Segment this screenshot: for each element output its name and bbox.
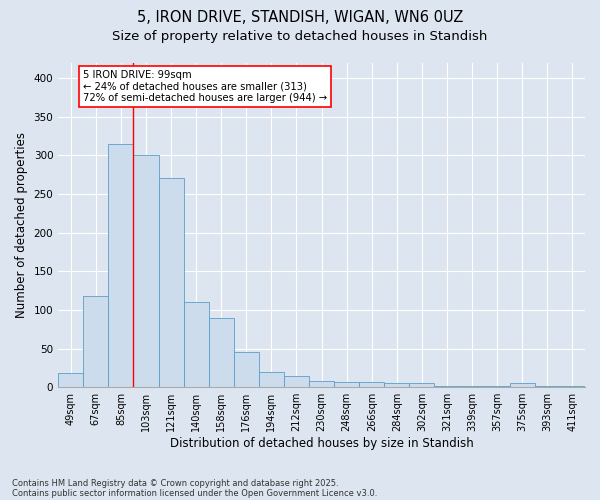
Bar bbox=[485, 386, 510, 387]
Bar bbox=[510, 384, 535, 387]
Bar bbox=[409, 384, 434, 387]
Bar bbox=[535, 386, 560, 387]
Bar bbox=[184, 302, 209, 387]
X-axis label: Distribution of detached houses by size in Standish: Distribution of detached houses by size … bbox=[170, 437, 473, 450]
Text: Size of property relative to detached houses in Standish: Size of property relative to detached ho… bbox=[112, 30, 488, 43]
Y-axis label: Number of detached properties: Number of detached properties bbox=[15, 132, 28, 318]
Bar bbox=[209, 318, 234, 387]
Bar bbox=[133, 156, 158, 387]
Bar bbox=[259, 372, 284, 387]
Bar bbox=[58, 374, 83, 387]
Bar bbox=[83, 296, 109, 387]
Text: Contains HM Land Registry data © Crown copyright and database right 2025.: Contains HM Land Registry data © Crown c… bbox=[12, 478, 338, 488]
Text: Contains public sector information licensed under the Open Government Licence v3: Contains public sector information licen… bbox=[12, 488, 377, 498]
Bar bbox=[334, 382, 359, 387]
Bar bbox=[560, 386, 585, 387]
Bar bbox=[234, 352, 259, 387]
Bar bbox=[460, 386, 485, 387]
Bar bbox=[385, 382, 409, 387]
Bar bbox=[109, 144, 133, 387]
Text: 5 IRON DRIVE: 99sqm
← 24% of detached houses are smaller (313)
72% of semi-detac: 5 IRON DRIVE: 99sqm ← 24% of detached ho… bbox=[83, 70, 328, 103]
Bar bbox=[309, 381, 334, 387]
Bar bbox=[284, 376, 309, 387]
Bar bbox=[434, 386, 460, 387]
Text: 5, IRON DRIVE, STANDISH, WIGAN, WN6 0UZ: 5, IRON DRIVE, STANDISH, WIGAN, WN6 0UZ bbox=[137, 10, 463, 25]
Bar bbox=[359, 382, 385, 387]
Bar bbox=[158, 178, 184, 387]
